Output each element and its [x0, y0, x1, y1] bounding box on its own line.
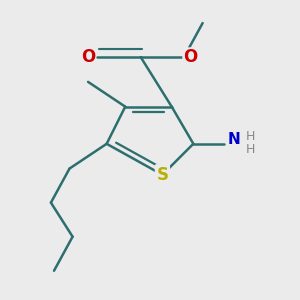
Text: H: H	[246, 143, 255, 156]
Text: S: S	[156, 166, 168, 184]
Text: O: O	[183, 48, 197, 66]
Text: O: O	[81, 48, 95, 66]
Text: H: H	[246, 130, 255, 142]
Text: N: N	[227, 132, 240, 147]
